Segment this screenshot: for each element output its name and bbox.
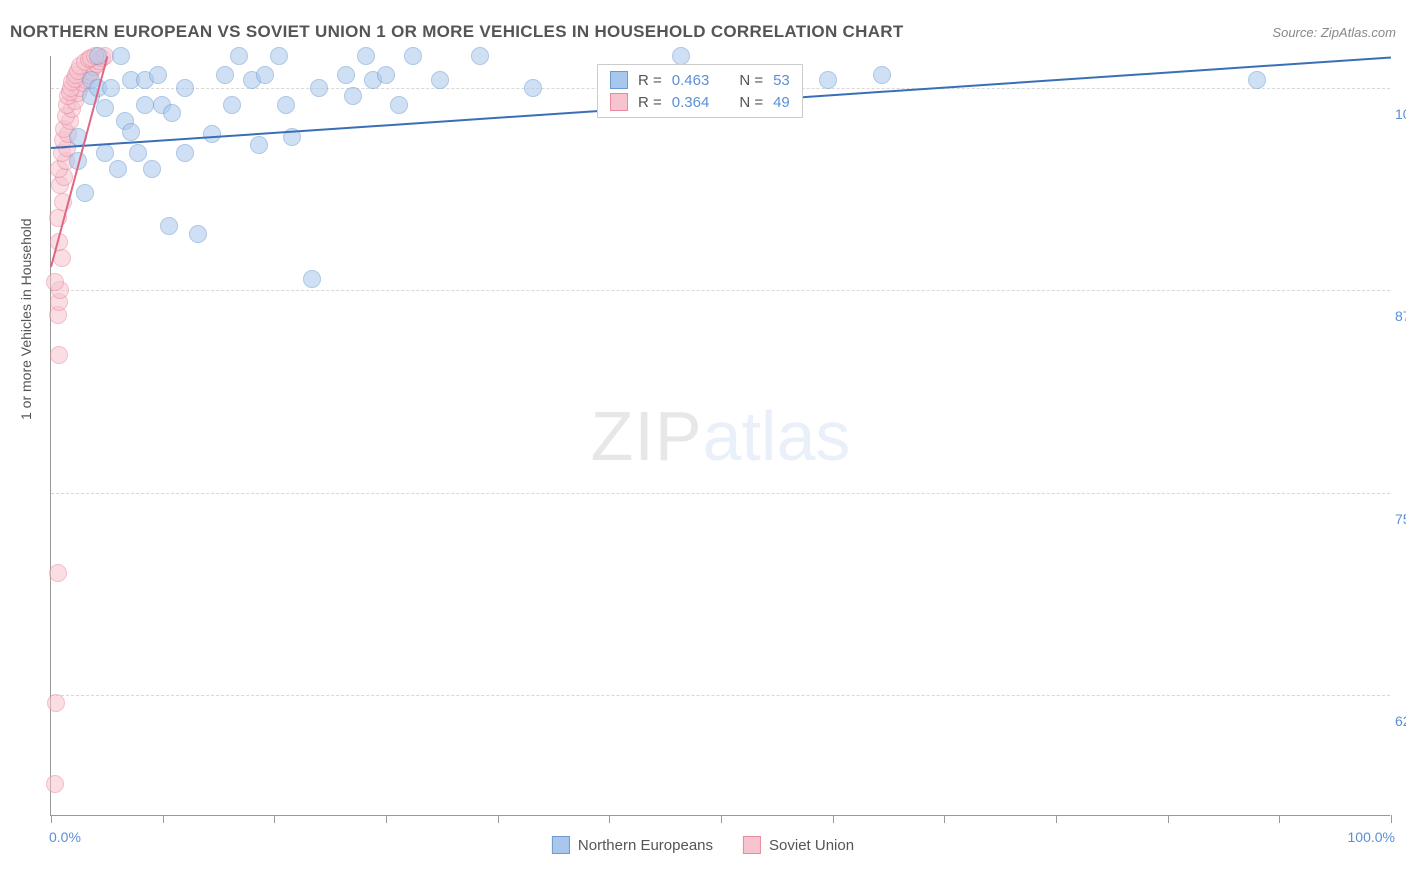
gridline: [51, 695, 1390, 696]
data-point: [176, 79, 194, 97]
legend-swatch: [743, 836, 761, 854]
x-tick: [1279, 815, 1280, 823]
data-point: [143, 160, 161, 178]
data-point: [390, 96, 408, 114]
x-tick: [1391, 815, 1392, 823]
data-point: [176, 144, 194, 162]
legend-label: Northern Europeans: [578, 837, 713, 854]
data-point: [102, 79, 120, 97]
data-point: [250, 136, 268, 154]
x-tick: [498, 815, 499, 823]
chart-header: NORTHERN EUROPEAN VS SOVIET UNION 1 OR M…: [10, 22, 1396, 42]
r-label: R =: [638, 72, 662, 89]
data-point: [46, 775, 64, 793]
gridline: [51, 493, 1390, 494]
data-point: [310, 79, 328, 97]
y-axis-title: 1 or more Vehicles in Household: [18, 218, 34, 420]
data-point: [672, 47, 690, 65]
data-point: [873, 66, 891, 84]
data-point: [223, 96, 241, 114]
data-point: [136, 96, 154, 114]
data-point: [49, 564, 67, 582]
x-tick: [833, 815, 834, 823]
data-point: [277, 96, 295, 114]
x-tick: [274, 815, 275, 823]
data-point: [47, 694, 65, 712]
n-value: 53: [773, 72, 790, 89]
data-point: [76, 184, 94, 202]
n-label: N =: [739, 72, 763, 89]
correlation-stats-box: R = 0.463 N = 53 R = 0.364 N = 49: [597, 64, 803, 118]
x-tick: [51, 815, 52, 823]
data-point: [471, 47, 489, 65]
data-point: [524, 79, 542, 97]
x-tick: [721, 815, 722, 823]
data-point: [404, 47, 422, 65]
data-point: [112, 47, 130, 65]
x-tick: [609, 815, 610, 823]
data-point: [109, 160, 127, 178]
x-tick: [386, 815, 387, 823]
x-tick: [163, 815, 164, 823]
x-tick: [1168, 815, 1169, 823]
data-point: [149, 66, 167, 84]
data-point: [216, 66, 234, 84]
stats-row: R = 0.463 N = 53: [610, 71, 790, 89]
stats-swatch: [610, 71, 628, 89]
x-tick: [944, 815, 945, 823]
data-point: [230, 47, 248, 65]
legend-label: Soviet Union: [769, 837, 854, 854]
data-point: [344, 87, 362, 105]
data-point: [1248, 71, 1266, 89]
r-value: 0.463: [672, 72, 710, 89]
data-point: [203, 125, 221, 143]
legend: Northern Europeans Soviet Union: [552, 836, 854, 854]
data-point: [337, 66, 355, 84]
data-point: [357, 47, 375, 65]
data-point: [163, 104, 181, 122]
data-point: [431, 71, 449, 89]
data-point: [46, 273, 64, 291]
data-point: [96, 144, 114, 162]
legend-swatch: [552, 836, 570, 854]
stats-swatch: [610, 93, 628, 111]
chart-title: NORTHERN EUROPEAN VS SOVIET UNION 1 OR M…: [10, 22, 904, 42]
x-tick-label-right: 100.0%: [1348, 829, 1395, 845]
data-point: [819, 71, 837, 89]
data-point: [129, 144, 147, 162]
data-point: [270, 47, 288, 65]
data-point: [50, 346, 68, 364]
stats-row: R = 0.364 N = 49: [610, 93, 790, 111]
x-tick-label-left: 0.0%: [49, 829, 81, 845]
r-label: R =: [638, 94, 662, 111]
scatter-plot-area: ZIPatlas 62.5%75.0%87.5%100.0%0.0%100.0%…: [50, 56, 1390, 816]
y-tick-label: 100.0%: [1395, 106, 1406, 122]
data-point: [303, 270, 321, 288]
y-tick-label: 62.5%: [1395, 713, 1406, 729]
data-point: [189, 225, 207, 243]
x-tick: [1056, 815, 1057, 823]
y-tick-label: 87.5%: [1395, 308, 1406, 324]
data-point: [96, 99, 114, 117]
legend-item-soviet-union: Soviet Union: [743, 836, 854, 854]
source-attribution: Source: ZipAtlas.com: [1272, 25, 1396, 40]
data-point: [160, 217, 178, 235]
data-point: [377, 66, 395, 84]
data-point: [256, 66, 274, 84]
watermark: ZIPatlas: [591, 396, 851, 476]
n-value: 49: [773, 94, 790, 111]
r-value: 0.364: [672, 94, 710, 111]
y-tick-label: 75.0%: [1395, 511, 1406, 527]
gridline: [51, 290, 1390, 291]
n-label: N =: [739, 94, 763, 111]
data-point: [122, 123, 140, 141]
legend-item-northern-europeans: Northern Europeans: [552, 836, 713, 854]
